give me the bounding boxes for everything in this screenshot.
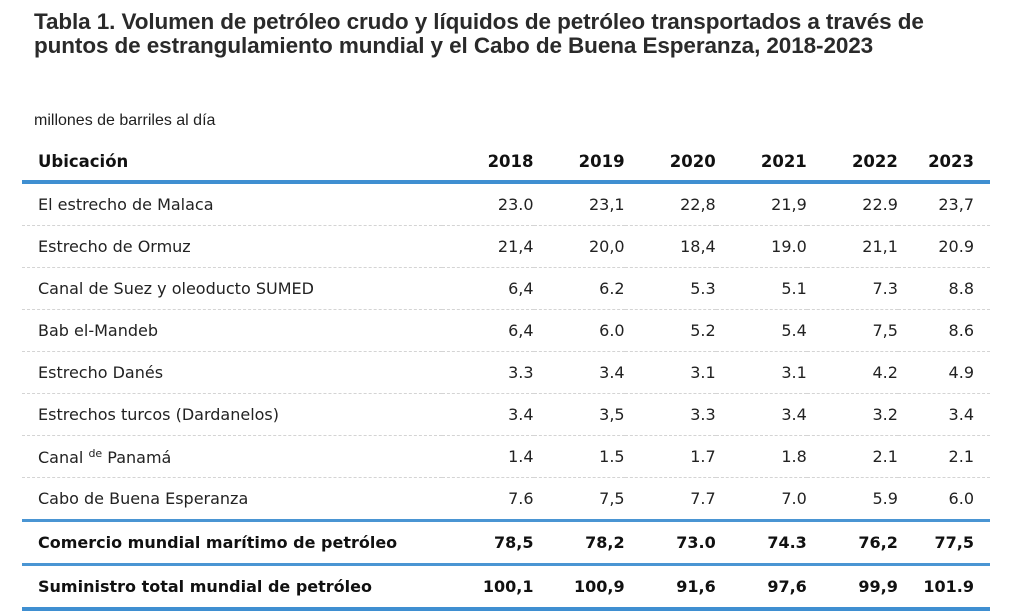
row-value: 8.6 [897,309,990,352]
total-value: 99,9 [806,564,898,611]
row-value: 23.0 [442,182,534,226]
row-location: Estrecho Danés [22,351,443,394]
table-row: Canal de Suez y oleoducto SUMED 6,4 6.2 … [22,267,990,310]
total-value: 73.0 [624,520,716,566]
row-location: Bab el-Mandeb [22,309,443,352]
row-value: 22,8 [624,182,716,226]
header-year: 2020 [624,142,716,184]
total-value: 77,5 [897,520,990,566]
row-location-part: Canal [38,447,89,467]
row-value: 20,0 [533,225,625,268]
row-value: 3.2 [806,393,898,436]
row-value: 1.4 [442,435,534,478]
row-value: 7.7 [624,477,716,522]
row-value: 7.3 [806,267,898,310]
header-row: Ubicación 2018 2019 2020 2021 2022 2023 [22,142,990,184]
row-location: Estrecho de Ormuz [22,225,443,268]
row-value: 3.4 [442,393,534,436]
row-value: 1.7 [624,435,716,478]
row-location: El estrecho de Malaca [22,182,443,226]
row-value: 1.8 [715,435,807,478]
row-value: 6.0 [533,309,625,352]
row-value: 4.2 [806,351,898,394]
total-location: Comercio mundial marítimo de petróleo [22,520,443,566]
row-value: 21,9 [715,182,807,226]
table-row: El estrecho de Malaca 23.0 23,1 22,8 21,… [22,182,990,226]
row-location-superscript: de [88,446,103,460]
total-row-maritime-trade: Comercio mundial marítimo de petróleo 78… [22,520,990,566]
row-value: 20.9 [897,225,990,268]
row-location: Cabo de Buena Esperanza [22,477,443,522]
row-value: 5.1 [715,267,807,310]
total-location: Suministro total mundial de petróleo [22,564,443,611]
header-location: Ubicación [22,142,443,184]
total-value: 101.9 [897,564,990,611]
total-value: 74.3 [715,520,807,566]
header-year: 2019 [533,142,625,184]
row-value: 3.4 [533,351,625,394]
row-value: 8.8 [897,267,990,310]
total-value: 78,5 [442,520,534,566]
total-value: 100,1 [442,564,534,611]
row-value: 19.0 [715,225,807,268]
row-value: 3.4 [897,393,990,436]
row-value: 3.1 [624,351,716,394]
row-value: 5.4 [715,309,807,352]
row-value: 6,4 [442,267,534,310]
row-value: 7.6 [442,477,534,522]
row-location: Canal de Suez y oleoducto SUMED [22,267,443,310]
row-location: Estrechos turcos (Dardanelos) [22,393,443,436]
total-value: 78,2 [533,520,625,566]
total-value: 100,9 [533,564,625,611]
total-value: 91,6 [624,564,716,611]
row-value: 5.9 [806,477,898,522]
row-value: 21,1 [806,225,898,268]
total-value: 76,2 [806,520,898,566]
table-row: Estrecho de Ormuz 21,4 20,0 18,4 19.0 21… [22,225,990,268]
row-value: 3.3 [624,393,716,436]
row-location-part: Panamá [102,447,172,467]
header-year: 2018 [442,142,534,184]
row-value: 1.5 [533,435,625,478]
row-value: 18,4 [624,225,716,268]
total-row-world-supply: Suministro total mundial de petróleo 100… [22,564,990,611]
row-value: 7,5 [533,477,625,522]
row-value: 6.0 [897,477,990,522]
row-value: 3,5 [533,393,625,436]
table-row: Bab el-Mandeb 6,4 6.0 5.2 5.4 7,5 8.6 [22,309,990,352]
row-value: 23,1 [533,182,625,226]
row-value: 5.3 [624,267,716,310]
row-value: 23,7 [897,182,990,226]
total-value: 97,6 [715,564,807,611]
header-year: 2022 [806,142,898,184]
header-year: 2023 [897,142,990,184]
row-value: 2.1 [897,435,990,478]
oil-chokepoints-table: Ubicación 2018 2019 2020 2021 2022 2023 … [22,142,990,611]
table-row: Canal de Panamá 1.4 1.5 1.7 1.8 2.1 2.1 [22,435,990,478]
row-location: Canal de Panamá [22,435,443,478]
header-year: 2021 [715,142,807,184]
units-label: millones de barriles al día [34,112,216,129]
row-value: 21,4 [442,225,534,268]
table-row: Estrechos turcos (Dardanelos) 3.4 3,5 3.… [22,393,990,436]
row-value: 5.2 [624,309,716,352]
row-value: 3.3 [442,351,534,394]
row-value: 7,5 [806,309,898,352]
row-value: 6,4 [442,309,534,352]
row-value: 6.2 [533,267,625,310]
table-row: Cabo de Buena Esperanza 7.6 7,5 7.7 7.0 … [22,477,990,522]
row-value: 3.4 [715,393,807,436]
table-row: Estrecho Danés 3.3 3.4 3.1 3.1 4.2 4.9 [22,351,990,394]
row-value: 3.1 [715,351,807,394]
row-value: 22.9 [806,182,898,226]
table-title: Tabla 1. Volumen de petróleo crudo y líq… [34,9,924,58]
row-value: 7.0 [715,477,807,522]
row-value: 2.1 [806,435,898,478]
row-value: 4.9 [897,351,990,394]
